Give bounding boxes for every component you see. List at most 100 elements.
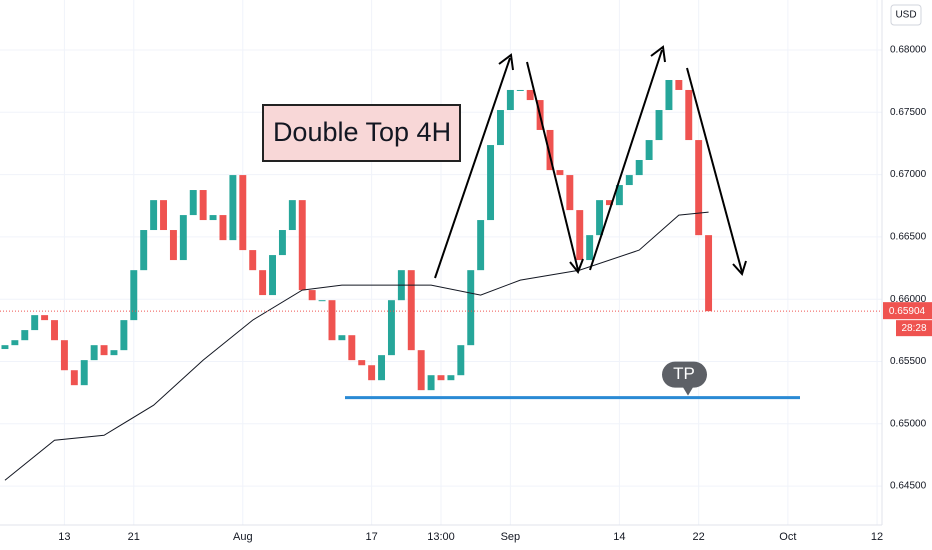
candle	[447, 375, 455, 381]
candle	[487, 145, 495, 221]
candle	[140, 230, 148, 271]
candle	[229, 175, 237, 241]
candle	[51, 320, 58, 341]
y-tick-label: 0.64500	[890, 481, 927, 492]
candle	[427, 375, 435, 391]
x-tick-label: 21	[128, 531, 140, 543]
candle	[120, 320, 128, 351]
tp-label: TP	[673, 364, 695, 383]
candle	[625, 175, 633, 186]
x-tick-label: 13:00	[427, 531, 455, 543]
candle	[70, 370, 78, 386]
candle	[368, 365, 376, 381]
candle	[110, 350, 118, 356]
candle	[21, 330, 29, 341]
annotation: Double Top 4H	[273, 117, 451, 147]
candle	[219, 215, 227, 241]
candle	[615, 185, 623, 206]
candle	[417, 350, 425, 391]
candle	[278, 230, 286, 256]
candle	[457, 345, 465, 376]
candle	[169, 230, 177, 261]
candle	[387, 300, 395, 356]
candle	[179, 215, 187, 261]
candle	[407, 270, 415, 351]
y-tick-label: 0.68000	[890, 45, 927, 56]
candle	[645, 140, 653, 160]
countdown: 28:28	[901, 323, 926, 334]
candle	[665, 80, 673, 111]
arrows	[434, 45, 747, 279]
candle	[239, 175, 247, 251]
candle	[328, 300, 336, 341]
candle	[249, 250, 257, 271]
x-tick-label: Aug	[233, 531, 253, 543]
candle	[496, 110, 504, 146]
candle	[596, 200, 604, 236]
candle	[685, 89, 693, 141]
candle	[556, 170, 564, 176]
candle	[516, 89, 524, 91]
candle	[655, 110, 663, 141]
x-tick-label: 14	[613, 531, 625, 543]
tp-badge	[662, 361, 707, 388]
candle	[259, 270, 267, 296]
y-tick-label: 0.65500	[890, 356, 927, 367]
candle	[506, 89, 514, 111]
y-tick-label: 0.66500	[890, 232, 927, 243]
candle	[269, 255, 276, 296]
candle	[566, 175, 574, 211]
candle	[477, 220, 485, 271]
candle	[199, 190, 207, 221]
candle	[100, 345, 108, 356]
x-tick-label: 17	[366, 531, 378, 543]
last-price-label: 0.65904	[889, 306, 926, 317]
candle	[348, 335, 356, 361]
x-tick-label: Oct	[779, 531, 796, 543]
candle	[150, 200, 158, 231]
y-tick-label: 0.67000	[890, 169, 927, 180]
candle	[60, 340, 68, 371]
candle	[546, 129, 554, 171]
candle	[705, 235, 713, 312]
candle	[209, 215, 217, 221]
candle	[675, 80, 683, 90]
candle	[318, 300, 326, 302]
x-tick-label: 22	[693, 531, 705, 543]
currency-box[interactable]	[890, 4, 922, 26]
candle	[288, 200, 296, 231]
candle	[695, 140, 703, 236]
candle	[576, 210, 584, 261]
candle	[635, 160, 643, 176]
tp-pointer	[682, 385, 694, 396]
candle	[338, 335, 346, 341]
candle	[298, 200, 306, 291]
candle	[437, 375, 445, 381]
x-tick-label: 12	[871, 531, 883, 543]
candle	[586, 235, 594, 261]
candle	[526, 89, 534, 101]
y-tick-label: 0.66000	[890, 294, 927, 305]
last-price-badge	[883, 302, 932, 320]
candle	[41, 315, 49, 321]
candle	[189, 190, 197, 216]
currency: USD	[895, 10, 916, 21]
candle	[308, 290, 316, 301]
candle	[467, 270, 475, 346]
candle	[1, 345, 9, 350]
candle	[378, 355, 386, 381]
candle	[160, 200, 167, 231]
countdown-badge	[896, 320, 932, 337]
y-tick-label: 0.65000	[890, 418, 927, 429]
candle	[130, 270, 138, 321]
candle	[11, 340, 19, 346]
candle	[606, 200, 613, 206]
candle	[80, 360, 88, 386]
candle	[90, 345, 98, 361]
price-axis-panel	[882, 0, 932, 550]
candle	[358, 360, 366, 366]
y-tick-label: 0.67500	[890, 107, 927, 118]
x-tick-label: Sep	[501, 531, 521, 543]
x-tick-label: 13	[58, 531, 70, 543]
